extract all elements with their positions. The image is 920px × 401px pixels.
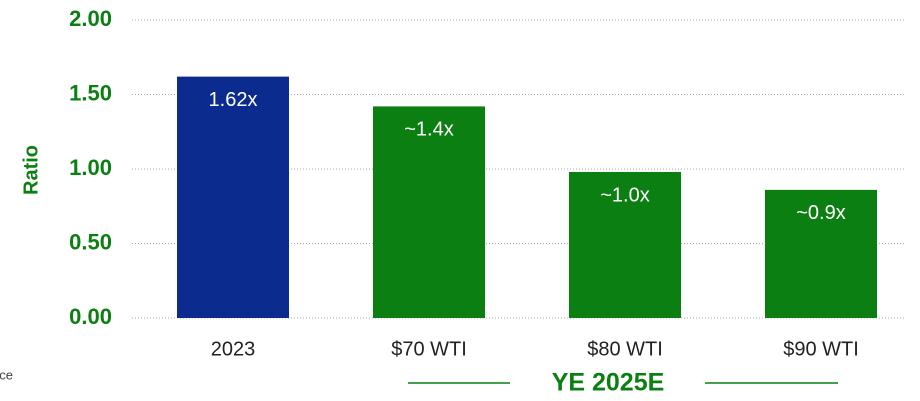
y-tick-label: 1.00 xyxy=(69,155,112,180)
y-tick-label: 0.50 xyxy=(69,229,112,254)
y-axis-label: Ratio xyxy=(20,145,42,195)
y-tick-label: 2.00 xyxy=(69,6,112,31)
bar xyxy=(373,106,485,318)
y-tick-label: 1.50 xyxy=(69,80,112,105)
value-label: ~1.0x xyxy=(600,184,649,206)
x-tick-label: 2023 xyxy=(211,338,256,360)
x-tick-label: $70 WTI xyxy=(391,338,467,360)
bar xyxy=(765,189,877,318)
x-tick-label: $90 WTI xyxy=(783,338,859,360)
note: rice xyxy=(0,367,13,382)
value-label: 1.62x xyxy=(209,89,258,111)
y-tick-label: 0.00 xyxy=(69,304,112,329)
group-label: YE 2025E xyxy=(552,369,665,397)
value-label: ~0.9x xyxy=(796,202,845,224)
x-tick-label: $80 WTI xyxy=(587,338,663,360)
value-label: ~1.4x xyxy=(404,119,453,141)
bar xyxy=(177,76,289,319)
bar xyxy=(569,171,681,318)
